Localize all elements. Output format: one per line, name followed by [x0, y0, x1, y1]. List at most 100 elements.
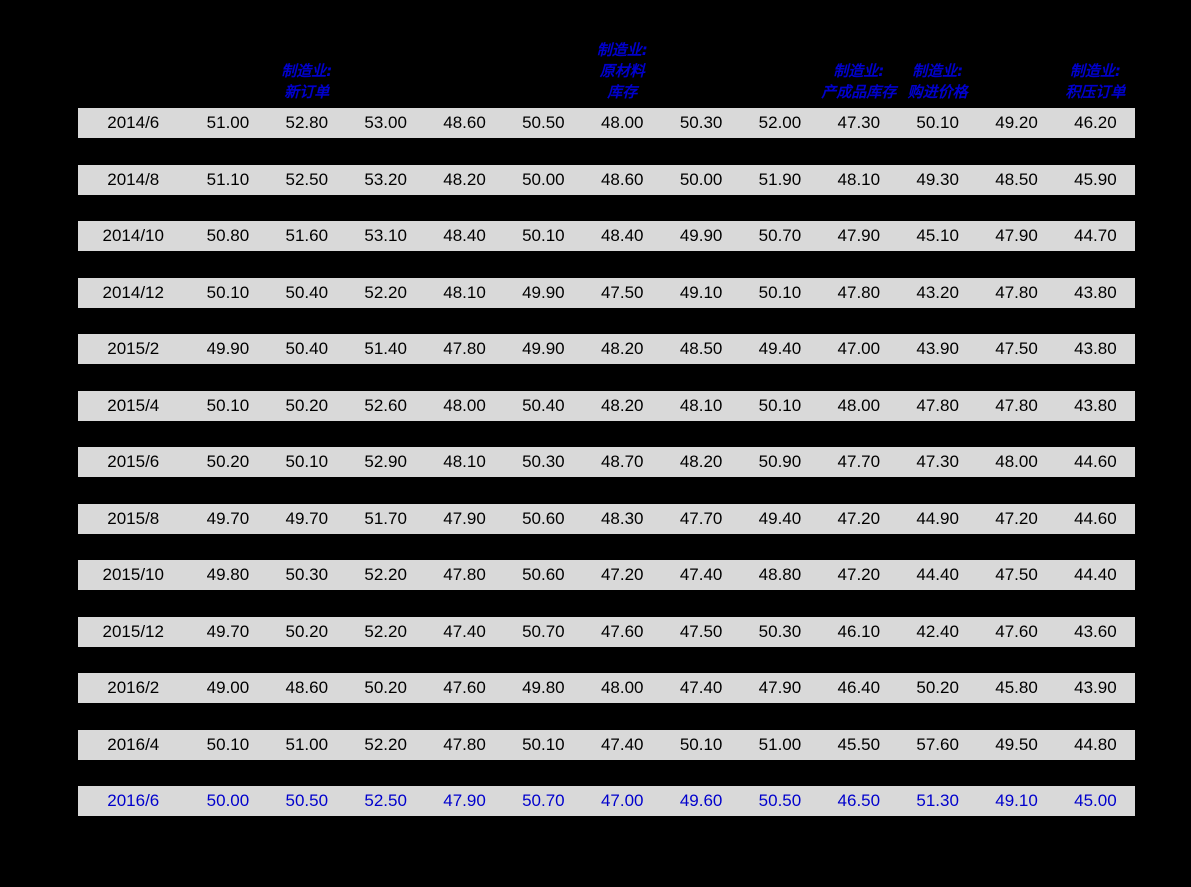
date-cell: 2016/6: [107, 791, 160, 810]
column-header-line: 制造业:: [912, 62, 964, 80]
value-cell: 50.40: [522, 395, 565, 415]
value-cell: 50.20: [206, 452, 250, 471]
value-cell: 48.10: [837, 169, 881, 189]
value-cell: 43.90: [1074, 678, 1117, 697]
value-cell: 52.60: [364, 395, 407, 415]
value-cell: 50.50: [285, 791, 329, 810]
value-cell: 42.40: [916, 621, 959, 641]
value-cell: 48.00: [837, 395, 881, 415]
value-cell: 50.00: [679, 169, 723, 189]
value-cell: 50.30: [285, 565, 329, 584]
value-cell: 50.60: [522, 508, 565, 528]
value-cell: 47.40: [679, 678, 723, 697]
table-body: 2014/6 51.00 52.80 53.00 48.60 50.50 48.00 50.3…: [78, 108, 1135, 816]
value-cell: 49.40: [758, 339, 802, 358]
table-row: 2014/6 51.00 52.80 53.00 48.60 50.50 48.00 50.3…: [78, 108, 1135, 138]
value-cell: 48.60: [600, 169, 644, 189]
column-header: 制造业: 产成品库存: [821, 61, 896, 103]
value-cell: 47.60: [600, 621, 644, 641]
value-cell: 52.20: [364, 282, 407, 302]
column-header-line: 库存: [607, 83, 638, 101]
value-cell: 49.90: [522, 282, 565, 302]
value-cell: 47.90: [443, 791, 486, 810]
value-cell: 49.00: [206, 678, 250, 697]
value-cell: 51.60: [285, 226, 329, 245]
value-cell: 52.20: [364, 621, 407, 641]
column-header-line: 产成品库存: [821, 83, 897, 101]
column-header-line: 购进价格: [907, 83, 968, 101]
value-cell: 50.10: [206, 734, 250, 754]
column-header: 制造业: 原材料 库存: [597, 40, 648, 103]
value-cell: 47.40: [443, 621, 486, 641]
value-cell: 50.40: [285, 282, 329, 302]
value-cell: 48.50: [995, 169, 1038, 189]
date-cell: 2014/10: [102, 226, 164, 245]
value-cell: 43.60: [1074, 621, 1117, 641]
value-cell: 47.30: [916, 452, 959, 471]
value-cell: 50.30: [522, 452, 565, 471]
table-row: 2015/2 49.90 50.40 51.40 47.80 49.90 48.20 48.5…: [78, 334, 1135, 364]
value-cell: 48.00: [600, 113, 644, 132]
table-row: 2015/12 49.70 50.20 52.20 47.40 50.70 47.60 47.…: [78, 616, 1135, 647]
value-cell: 50.10: [758, 282, 802, 302]
value-cell: 52.20: [364, 734, 407, 754]
value-cell: 50.10: [522, 226, 565, 245]
value-cell: 47.90: [758, 678, 802, 697]
column-header-line: 制造业:: [1069, 62, 1121, 80]
table-row: 2014/8 51.10 52.50 53.20 48.20 50.00 48.60 50.0…: [78, 164, 1135, 195]
value-cell: 49.90: [206, 339, 250, 358]
value-cell: 45.50: [837, 734, 881, 754]
value-cell: 52.50: [364, 791, 407, 810]
date-cell: 2016/2: [107, 678, 160, 697]
date-cell: 2015/8: [107, 508, 160, 528]
value-cell: 49.70: [285, 508, 329, 528]
value-cell: 48.50: [679, 339, 723, 358]
value-cell: 44.60: [1074, 508, 1117, 528]
value-cell: 51.10: [206, 169, 250, 189]
value-cell: 47.30: [837, 113, 881, 132]
value-cell: 48.10: [443, 452, 486, 471]
column-header-line: 新订单: [284, 83, 330, 101]
value-cell: 51.40: [364, 339, 407, 358]
date-cell: 2014/6: [107, 113, 160, 132]
value-cell: 47.70: [837, 452, 881, 471]
value-cell: 44.70: [1074, 226, 1117, 245]
value-cell: 48.10: [679, 395, 723, 415]
value-cell: 47.50: [679, 621, 723, 641]
date-cell: 2015/2: [107, 339, 160, 358]
value-cell: 50.00: [522, 169, 565, 189]
value-cell: 53.20: [364, 169, 407, 189]
value-cell: 47.90: [443, 508, 486, 528]
value-cell: 48.00: [995, 452, 1038, 471]
value-cell: 50.10: [522, 734, 565, 754]
value-cell: 49.70: [206, 508, 250, 528]
value-cell: 49.20: [995, 113, 1038, 132]
column-header: 制造业: 购进价格: [908, 61, 968, 103]
value-cell: 53.00: [364, 113, 407, 132]
value-cell: 44.40: [1074, 565, 1117, 584]
value-cell: 43.20: [916, 282, 959, 302]
value-cell: 50.10: [206, 282, 250, 302]
value-cell: 47.90: [837, 226, 881, 245]
column-header-line: 积压订单: [1065, 83, 1126, 101]
value-cell: 44.60: [1074, 452, 1117, 471]
value-cell: 47.80: [916, 395, 959, 415]
value-cell: 50.60: [522, 565, 565, 584]
column-header: 制造业: 新订单: [281, 61, 332, 103]
value-cell: 50.20: [364, 678, 407, 697]
table-row: 2015/6 50.20 50.10 52.90 48.10 50.30 48.70 48.2…: [78, 447, 1135, 477]
value-cell: 47.80: [837, 282, 881, 302]
value-cell: 47.20: [837, 565, 881, 584]
value-cell: 50.90: [758, 452, 802, 471]
value-cell: 45.10: [916, 226, 959, 245]
value-cell: 53.10: [364, 226, 407, 245]
value-cell: 52.20: [364, 565, 407, 584]
date-cell: 2015/12: [102, 621, 164, 641]
value-cell: 47.80: [443, 565, 486, 584]
value-cell: 47.20: [600, 565, 644, 584]
value-cell: 49.70: [206, 621, 250, 641]
value-cell: 47.80: [443, 734, 486, 754]
column-header-line: 制造业:: [281, 62, 333, 80]
table-row: 2014/12 50.10 50.40 52.20 48.10 49.90 47.50 49.…: [78, 277, 1135, 308]
value-cell: 49.10: [679, 282, 723, 302]
